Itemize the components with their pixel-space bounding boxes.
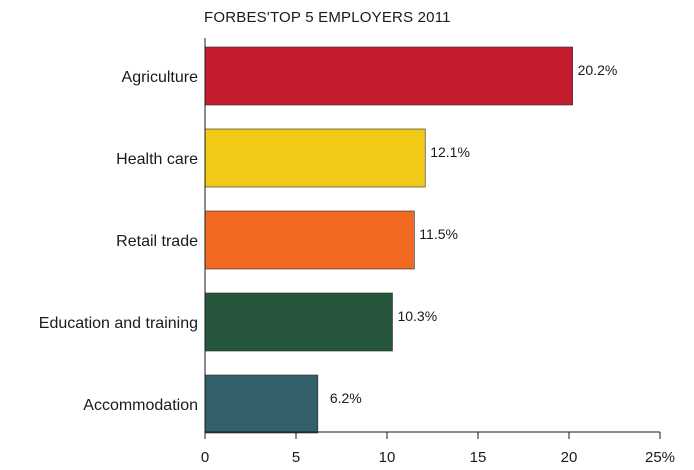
x-tick-label-3: 10 bbox=[379, 449, 396, 466]
data-label-3: 11.5% bbox=[419, 226, 458, 242]
category-label-2: Health care bbox=[116, 151, 198, 168]
data-label-4: 10.3% bbox=[397, 308, 437, 324]
bar-3 bbox=[204, 210, 415, 270]
data-label-2: 12.1% bbox=[430, 144, 470, 160]
chart-title: FORBES'TOP 5 EMPLOYERS 2011 bbox=[204, 9, 451, 26]
category-label-1: Agriculture bbox=[122, 69, 199, 86]
bar-2 bbox=[204, 128, 426, 188]
category-label-5: Accommodation bbox=[83, 397, 198, 414]
x-tick-label-6: 25% bbox=[645, 449, 675, 466]
bar-5 bbox=[204, 374, 319, 434]
x-tick-label-1: 0 bbox=[201, 449, 209, 466]
bars-group: Agriculture 20.2% Health care 12.1% Retail t… bbox=[39, 46, 618, 434]
bar-1 bbox=[204, 46, 573, 106]
x-tick-label-4: 15 bbox=[470, 449, 487, 466]
category-label-4: Education and training bbox=[39, 315, 198, 332]
data-label-5: 6.2% bbox=[330, 390, 362, 406]
bar-4 bbox=[204, 292, 393, 352]
axis-group: 0 5 10 15 20 25% bbox=[201, 38, 675, 466]
x-tick-label-5: 20 bbox=[561, 449, 578, 466]
data-label-1: 20.2% bbox=[578, 62, 618, 78]
category-label-3: Retail trade bbox=[116, 233, 198, 250]
x-tick-label-2: 5 bbox=[292, 449, 300, 466]
